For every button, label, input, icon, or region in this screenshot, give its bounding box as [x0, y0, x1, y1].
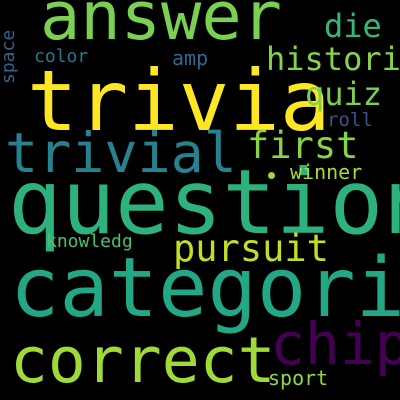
- word-knowledg: knowledg: [46, 231, 133, 252]
- word-question: question: [8, 150, 400, 254]
- word-color: color: [34, 46, 89, 67]
- word-chip: chip: [270, 310, 400, 378]
- word-categori: categori: [10, 241, 400, 336]
- word-winner: winner: [290, 160, 363, 184]
- word-trivial: trivial: [5, 121, 237, 185]
- word-space: space: [0, 29, 19, 84]
- word-roll: roll: [327, 109, 373, 131]
- word-correct: correct: [10, 324, 276, 397]
- word-answer: answer: [40, 0, 283, 55]
- word-sport: sport: [268, 366, 329, 390]
- word-quiz: quiz: [305, 75, 383, 113]
- word-histori: histori: [266, 40, 400, 78]
- word-first: first: [247, 124, 359, 167]
- word-trivia: trivia: [27, 52, 331, 150]
- word-amp: amp: [172, 46, 209, 70]
- word-die: die: [324, 7, 382, 45]
- word-pursuit: pursuit: [173, 227, 329, 270]
- dot-mark: [268, 172, 275, 179]
